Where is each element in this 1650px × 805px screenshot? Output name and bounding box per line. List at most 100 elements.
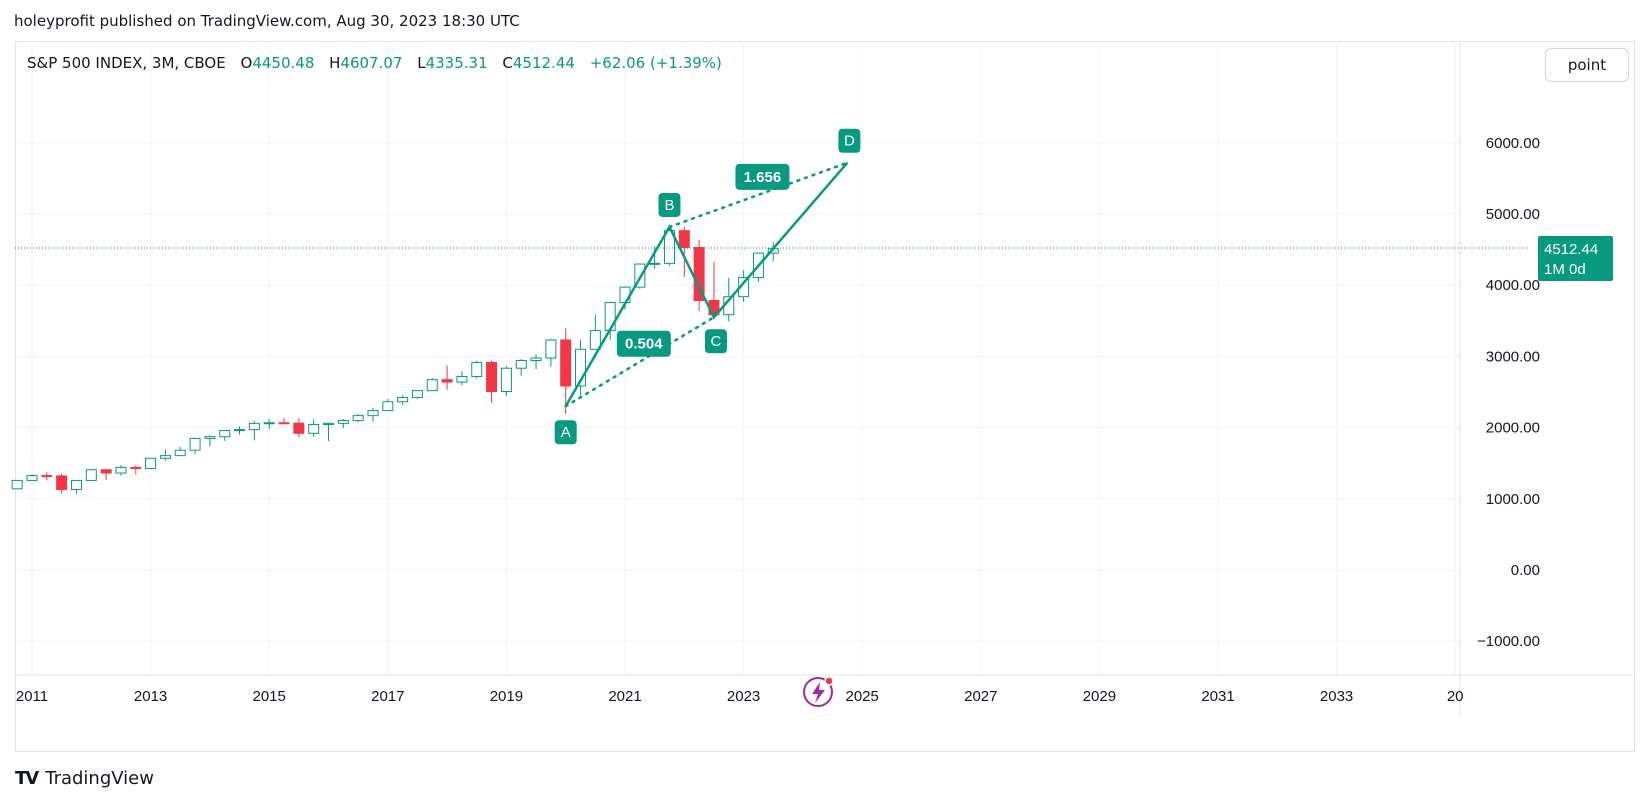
abcd-pattern: 0.504 1.656 A B C D: [554, 128, 861, 445]
y-tick-label: 1000.00: [1486, 491, 1540, 508]
candle-body: [367, 410, 379, 417]
pattern-point-label: A: [561, 424, 571, 441]
symbol-title[interactable]: S&P 500 INDEX, 3M, CBOE: [27, 54, 226, 72]
chart-frame[interactable]: [15, 41, 1635, 752]
candle-body: [219, 429, 231, 438]
candle: [248, 420, 260, 441]
footer-brand[interactable]: TV TradingView: [15, 768, 154, 789]
x-tick-label: 2031: [1201, 688, 1234, 705]
candle-body: [604, 302, 616, 332]
candle-body: [115, 466, 127, 474]
ohlc-legend: S&P 500 INDEX, 3M, CBOE O4450.48 H4607.0…: [27, 54, 732, 72]
candle-body: [589, 330, 601, 350]
candle: [85, 468, 97, 481]
overlays: 4512.44 1M 0d: [15, 236, 1613, 707]
candle-body: [248, 422, 260, 431]
high-label: H: [329, 54, 341, 72]
candle: [26, 474, 38, 481]
x-tick-label: 2015: [253, 688, 286, 705]
candle-body: [486, 362, 498, 393]
close-label: C: [502, 54, 513, 72]
candle-body: [411, 390, 423, 398]
candle: [130, 465, 142, 475]
candle: [575, 339, 587, 396]
candle: [678, 226, 690, 278]
x-tick-label: 2025: [846, 688, 879, 705]
candle-body: [337, 420, 349, 424]
pattern-point-bg: [554, 420, 577, 445]
candle: [145, 457, 157, 469]
candle: [382, 399, 394, 412]
candle-body: [649, 262, 661, 265]
candle-body: [70, 479, 82, 490]
candle: [545, 338, 557, 367]
candle-body: [426, 379, 438, 392]
candle: [204, 435, 216, 447]
candle: [263, 419, 275, 429]
candle-body: [308, 423, 320, 434]
candle-body: [693, 246, 705, 302]
ratio-label-1.656: 1.656: [735, 163, 790, 190]
scale-mode-button[interactable]: point: [1545, 48, 1629, 82]
open-value: 4450.48: [252, 54, 315, 72]
candle-body: [278, 422, 290, 425]
change-value: +62.06 (+1.39%): [589, 54, 722, 72]
candle: [426, 378, 438, 392]
ratio-label-bg: [735, 163, 790, 190]
candle-body: [382, 401, 394, 412]
candle: [397, 395, 409, 405]
candle-body: [352, 415, 364, 422]
candle: [441, 365, 453, 390]
candle-body: [41, 475, 53, 478]
candle: [308, 419, 320, 437]
published-header: holeyprofit published on TradingView.com…: [14, 12, 520, 30]
candle-body: [26, 475, 38, 481]
pattern-point-D: D: [838, 128, 861, 153]
candle-body: [204, 436, 216, 439]
last-price-countdown: 1M 0d: [1544, 261, 1586, 278]
flash-icon[interactable]: [803, 676, 834, 707]
candle-body: [234, 429, 246, 432]
x-tick-label: 2017: [371, 688, 404, 705]
candle: [219, 429, 231, 441]
pattern-point-label: C: [711, 333, 722, 350]
candle: [352, 413, 364, 423]
candle-body: [456, 375, 468, 383]
brand-name: TradingView: [45, 768, 154, 789]
close-value: 4512.44: [512, 54, 575, 72]
x-tick-label: 20: [1447, 688, 1464, 705]
candle-body: [663, 230, 675, 264]
candle: [486, 360, 498, 403]
y-tick-label: −1000.00: [1477, 633, 1540, 650]
x-tick-label: 2033: [1320, 688, 1353, 705]
ratio-label-0.504: 0.504: [616, 330, 671, 357]
candle: [41, 472, 53, 481]
candle-body: [634, 263, 646, 288]
candle-body: [189, 437, 201, 451]
candle-body: [545, 339, 557, 359]
candles: [11, 226, 779, 494]
ratio-label-text: 1.656: [744, 169, 782, 186]
grid-lines: [15, 41, 1460, 675]
candle: [367, 407, 379, 422]
pattern-point-label: D: [844, 133, 855, 150]
candle-body: [323, 422, 334, 425]
y-tick-label: 5000.00: [1486, 206, 1540, 223]
candle-body: [130, 466, 142, 469]
candle: [589, 314, 601, 350]
ratio-label-bg: [616, 330, 671, 357]
candle-body: [293, 422, 305, 434]
pattern-point-label: B: [664, 197, 674, 214]
candle: [56, 473, 68, 494]
x-tick-label: 2027: [964, 688, 997, 705]
candle: [471, 360, 483, 379]
candle-body: [500, 367, 512, 393]
candle-body: [56, 475, 68, 490]
x-tick-label: 2013: [134, 688, 167, 705]
last-price-value: 4512.44: [1544, 241, 1598, 258]
pattern-point-bg: [704, 329, 727, 354]
candle-body: [85, 469, 97, 481]
candle-body: [619, 286, 631, 304]
open-label: O: [240, 54, 253, 72]
